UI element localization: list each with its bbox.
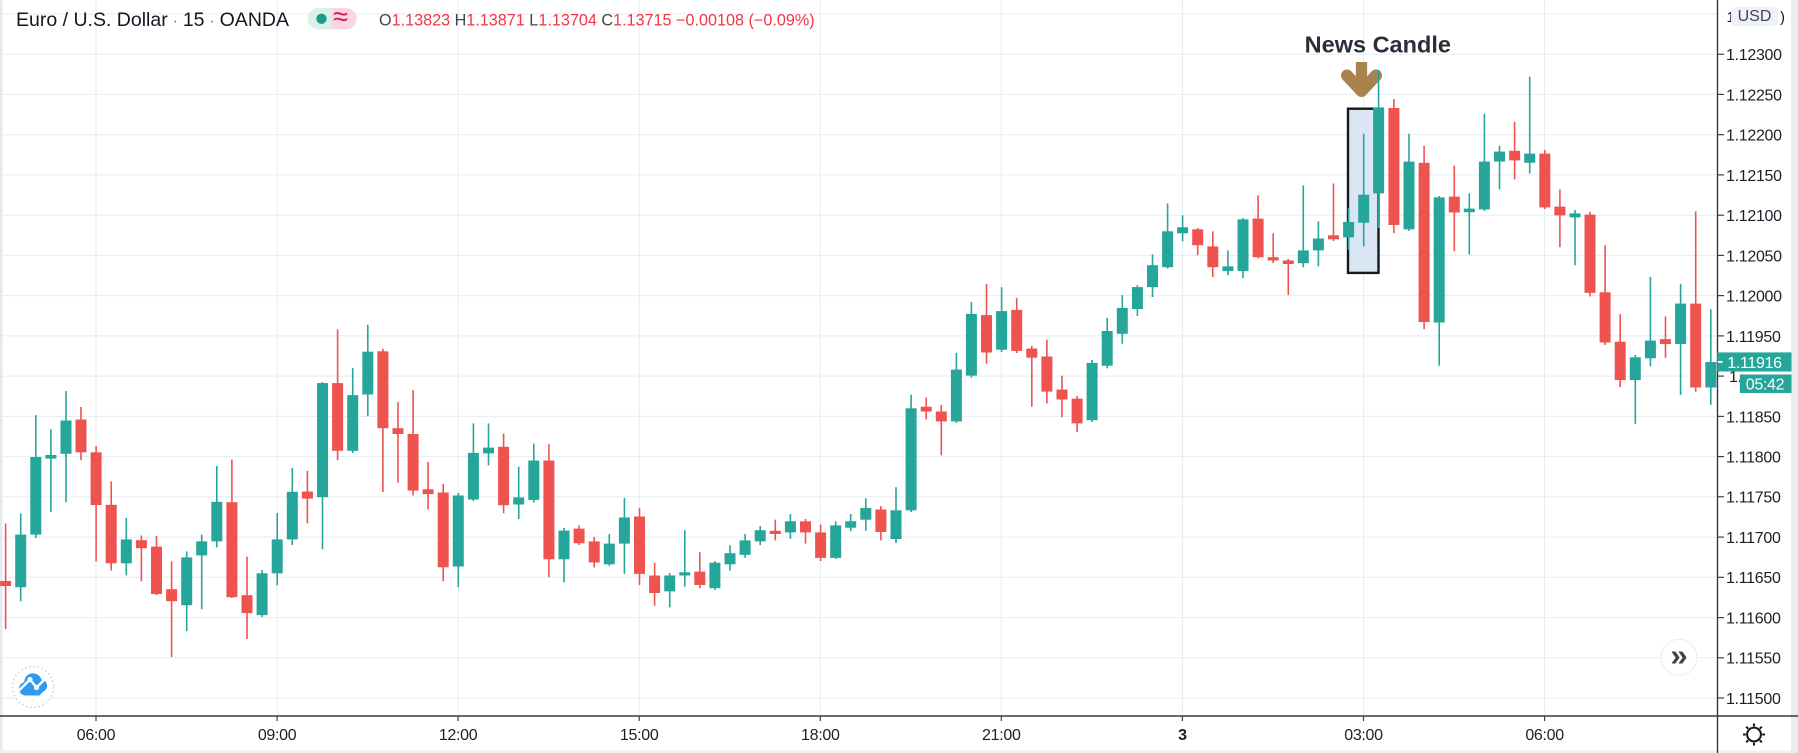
svg-text:1.12100: 1.12100 — [1726, 208, 1782, 225]
svg-text:1.11916: 1.11916 — [1727, 355, 1782, 372]
svg-text:News Candle: News Candle — [1305, 32, 1451, 58]
svg-text:21:00: 21:00 — [982, 727, 1021, 744]
svg-text:1.11500: 1.11500 — [1726, 691, 1781, 708]
svg-text:09:00: 09:00 — [258, 727, 297, 744]
svg-text:18:00: 18:00 — [801, 727, 840, 744]
svg-text:O1.13823 H1.13871 L1.13704 C1.: O1.13823 H1.13871 L1.13704 C1.13715 −0.0… — [379, 12, 815, 30]
svg-text:3: 3 — [1178, 727, 1187, 744]
svg-text:1.12200: 1.12200 — [1726, 128, 1782, 145]
svg-text:12:00: 12:00 — [439, 727, 478, 744]
svg-text:1.11550: 1.11550 — [1726, 651, 1781, 668]
svg-text:1.12250: 1.12250 — [1726, 87, 1782, 104]
svg-text:USD: USD — [1738, 8, 1772, 25]
svg-text:1: 1 — [1727, 9, 1735, 26]
svg-text:): ) — [1780, 9, 1785, 26]
svg-text:1.11650: 1.11650 — [1726, 570, 1781, 587]
svg-text:06:00: 06:00 — [1525, 727, 1564, 744]
svg-text:15:00: 15:00 — [620, 727, 659, 744]
svg-text:1.12050: 1.12050 — [1726, 248, 1782, 265]
svg-text:1.12000: 1.12000 — [1726, 289, 1782, 306]
svg-text:1.11600: 1.11600 — [1726, 611, 1781, 628]
svg-text:03:00: 03:00 — [1344, 727, 1383, 744]
svg-text:≈: ≈ — [333, 2, 348, 32]
svg-text:»: » — [1670, 638, 1687, 673]
svg-text:1.11950: 1.11950 — [1726, 329, 1781, 346]
svg-text:1.12150: 1.12150 — [1726, 168, 1782, 185]
svg-text:06:00: 06:00 — [77, 727, 116, 744]
svg-text:1.11800: 1.11800 — [1726, 450, 1781, 467]
svg-text:1.11700: 1.11700 — [1726, 530, 1781, 547]
svg-text:1.: 1. — [1729, 369, 1742, 386]
svg-text:1.11750: 1.11750 — [1726, 490, 1781, 507]
svg-text:Euro / U.S. Dollar · 15 · OAND: Euro / U.S. Dollar · 15 · OANDA — [16, 9, 289, 31]
svg-text:05:42: 05:42 — [1746, 376, 1785, 393]
svg-text:1.11850: 1.11850 — [1726, 409, 1781, 426]
svg-text:1.12300: 1.12300 — [1726, 47, 1782, 64]
